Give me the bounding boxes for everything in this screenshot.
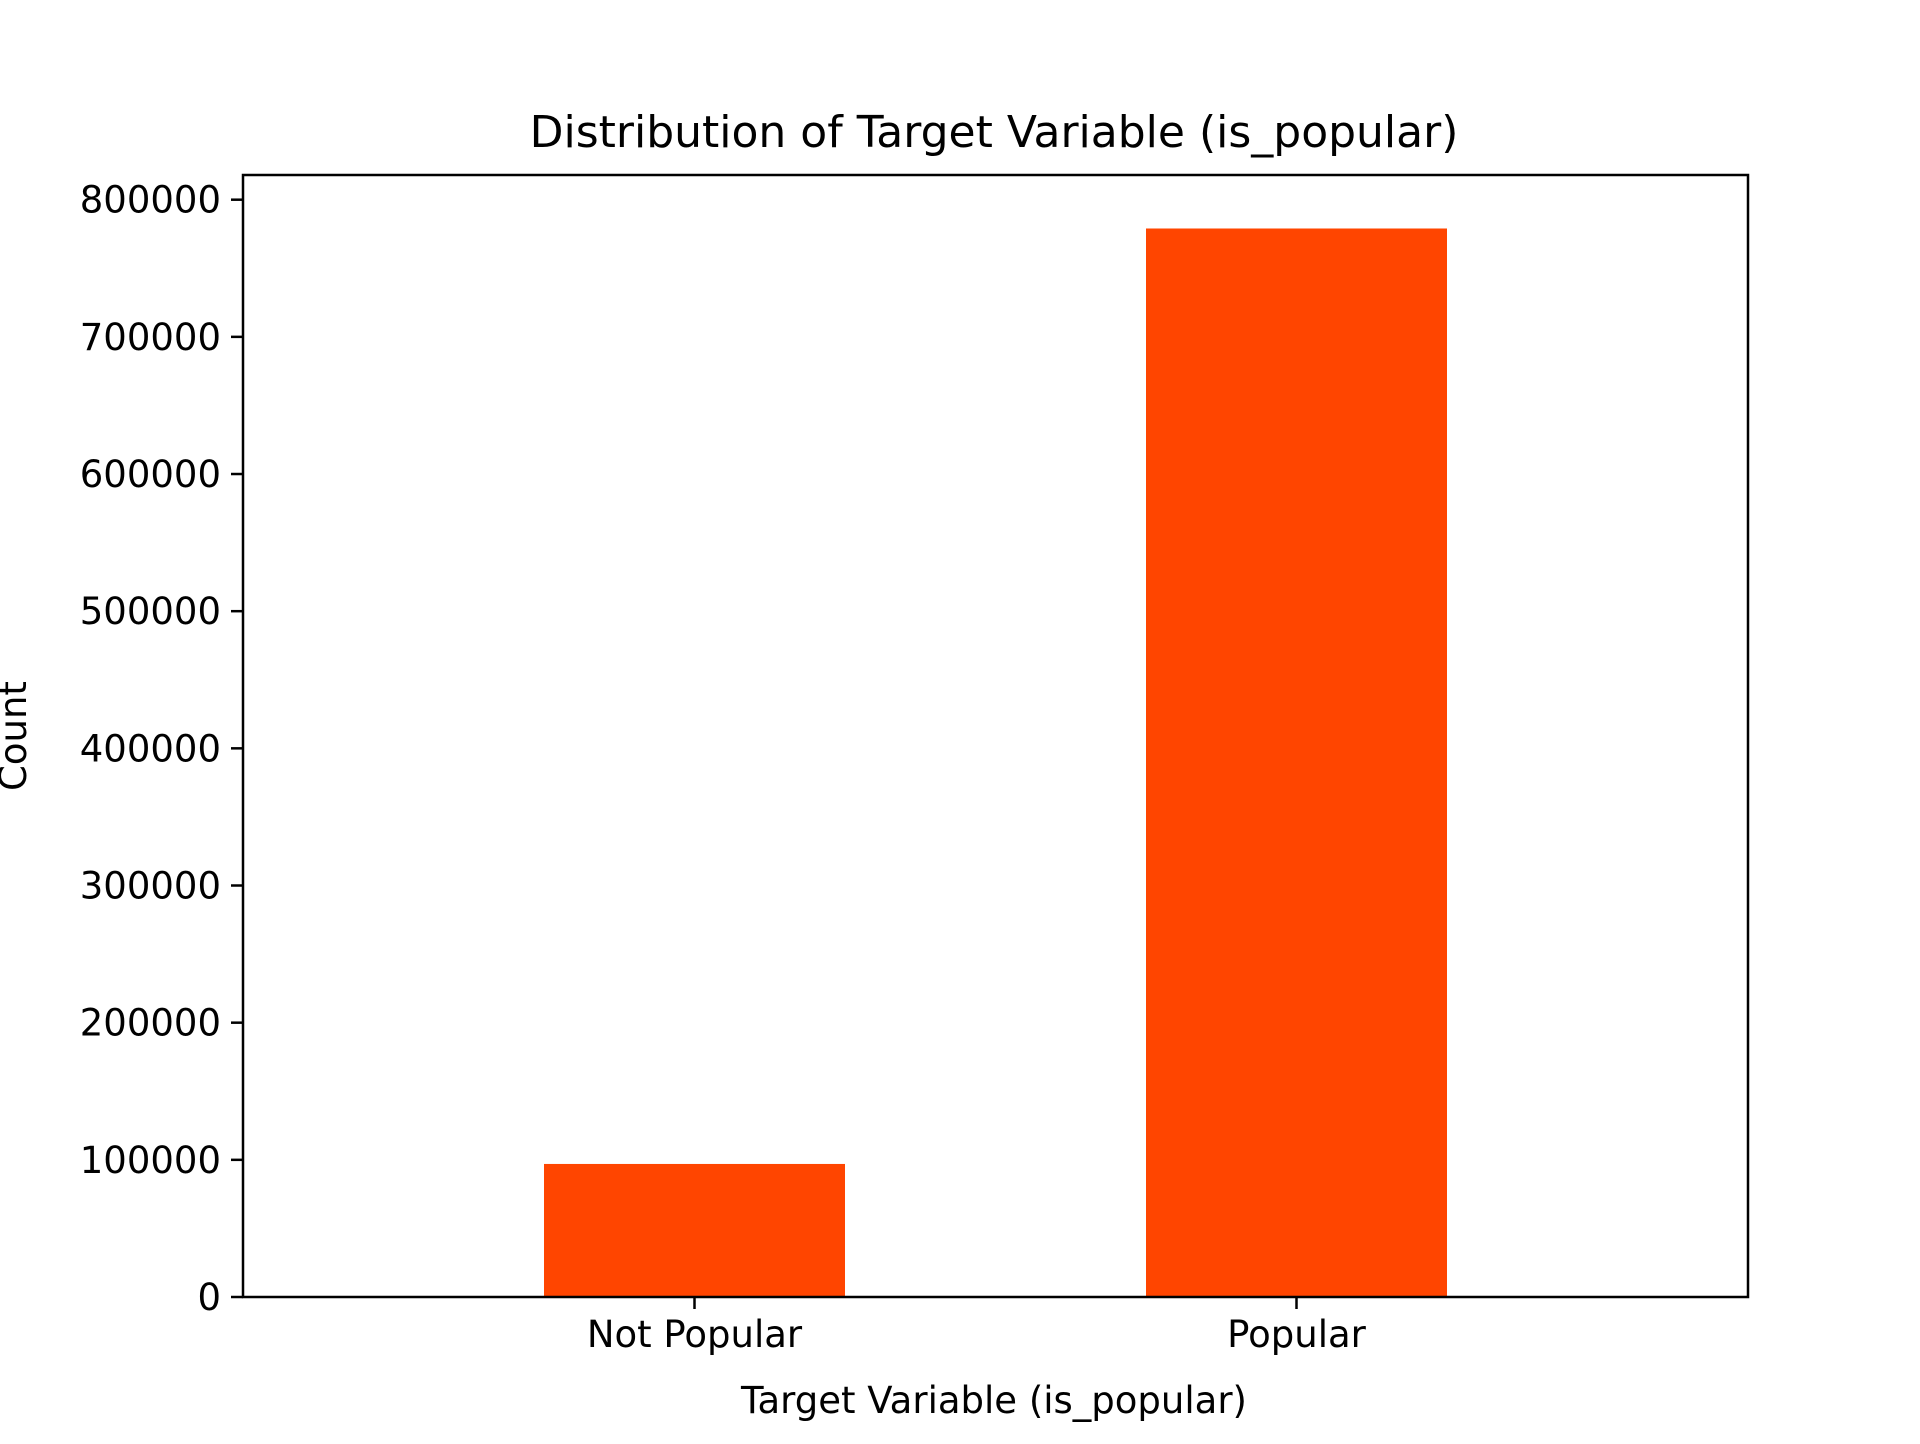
- y-axis-label: Count: [0, 681, 35, 791]
- x-tick-label: Popular: [1227, 1313, 1367, 1356]
- y-tick-label: 600000: [80, 453, 221, 496]
- y-tick-label: 0: [197, 1276, 221, 1319]
- y-tick-label: 400000: [80, 727, 221, 770]
- y-axis-ticks: 0 100000 200000 300000 400000 500000 600000 700…: [80, 179, 243, 1319]
- y-tick-label: 300000: [80, 865, 221, 908]
- bar-not-popular: [544, 1163, 845, 1297]
- bar-popular: [1146, 228, 1447, 1297]
- bars-group: [544, 228, 1447, 1297]
- y-tick-label: 800000: [80, 179, 221, 222]
- y-tick-label: 100000: [80, 1139, 221, 1182]
- plot-frame: [241, 173, 1750, 1299]
- chart-title: Distribution of Target Variable (is_popu…: [530, 107, 1459, 158]
- y-tick-label: 500000: [80, 590, 221, 633]
- y-tick-label: 200000: [80, 1002, 221, 1045]
- y-tick-label: 700000: [80, 316, 221, 359]
- x-axis-label: Target Variable (is_popular): [740, 1379, 1247, 1422]
- x-axis-ticks: Not Popular Popular: [587, 1297, 1367, 1356]
- x-tick-label: Not Popular: [587, 1313, 803, 1356]
